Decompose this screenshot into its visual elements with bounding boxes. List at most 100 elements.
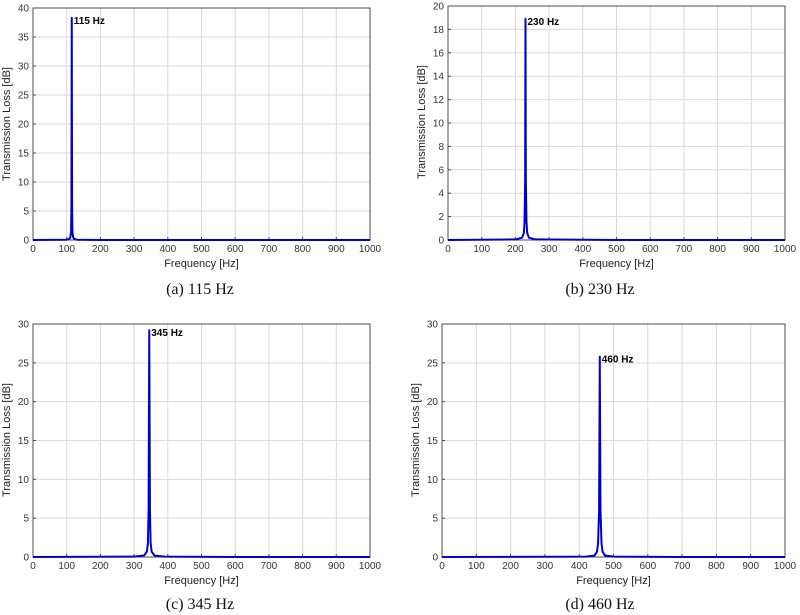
y-tick-label: 5 [23,207,29,218]
x-tick-label: 300 [537,561,554,572]
caption-d: (d) 460 Hz [565,596,635,613]
y-tick-label: 25 [18,91,30,102]
chart-panel-b: 0 100 200 300 400 500 600 700 800 900 1000 0 2 4 6 8 10 1… [416,2,797,271]
y-tick-label: 20 [427,397,439,408]
chart-panel-c: 0 100 200 300 400 500 600 700 800 900 1000 0 5 10 15 20… [1,320,382,588]
y-tick-label: 0 [23,236,29,247]
x-tick-label: 400 [574,244,591,255]
y-tick-label: 2 [438,212,444,223]
y-tick-label: 15 [18,149,30,160]
y-tick-label: 8 [438,142,444,153]
y-tick-label: 16 [433,48,445,59]
series-line [32,16,370,241]
x-tick-label: 0 [30,561,36,572]
y-tick-label: 5 [432,514,438,525]
x-tick-label: 500 [608,244,625,255]
x-tick-label: 900 [328,561,345,572]
x-tick-label: 800 [294,244,311,255]
x-tick-label: 300 [541,244,558,255]
x-tick-label: 900 [743,244,760,255]
caption-a: (a) 115 Hz [166,281,234,298]
series-line [447,17,785,241]
y-axis-label: Transmission Loss [dB] [1,67,13,181]
y-tick-label: 15 [427,436,439,447]
x-tick-label: 800 [708,561,725,572]
x-tick-label: 800 [294,561,311,572]
x-tick-label: 900 [742,561,759,572]
caption-b: (b) 230 Hz [565,281,635,298]
x-tick-label: 600 [227,561,244,572]
x-tick-label: 800 [709,244,726,255]
x-tick-label: 200 [507,244,524,255]
y-tick-label: 4 [438,189,444,200]
peak-annotation: 460 Hz [602,355,634,366]
x-tick-label: 700 [674,561,691,572]
y-tick-label: 20 [433,2,445,13]
y-tick-label: 10 [427,475,439,486]
x-tick-label: 700 [261,561,278,572]
x-tick-label: 600 [639,561,656,572]
x-tick-label: 100 [58,561,75,572]
y-tick-label: 14 [433,72,445,83]
x-tick-label: 200 [502,561,519,572]
x-tick-label: 300 [126,561,143,572]
y-tick-label: 15 [18,436,30,447]
x-tick-label: 500 [605,561,622,572]
y-tick-label: 10 [18,178,30,189]
x-tick-label: 1000 [359,244,382,255]
x-tick-label: 400 [571,561,588,572]
x-tick-label: 0 [445,244,451,255]
x-axis-label: Frequency [Hz] [164,258,239,270]
x-tick-label: 400 [159,561,176,572]
x-tick-label: 400 [159,244,176,255]
x-axis-label: Frequency [Hz] [576,575,651,587]
y-tick-label: 30 [427,320,439,331]
y-tick-label: 18 [433,25,445,36]
x-tick-label: 600 [227,244,244,255]
x-tick-label: 300 [126,244,143,255]
y-axis-label: Transmission Loss [dB] [1,383,13,497]
y-tick-label: 20 [18,120,30,131]
x-tick-label: 900 [328,244,345,255]
y-tick-label: 10 [433,119,445,130]
chart-panel-d: 0 100 200 300 400 500 600 700 800 900 1000 0 5 10 15 20… [410,320,797,588]
y-tick-label: 6 [438,165,444,176]
chart-panel-a: 0 100 200 300 400 500 600 700 800 900 1000 0 5 10 15 20… [1,4,382,271]
x-tick-label: 200 [92,561,109,572]
y-tick-label: 30 [18,62,30,73]
x-tick-label: 700 [676,244,693,255]
y-axis-label: Transmission Loss [dB] [416,65,428,179]
series-line [441,355,785,558]
y-tick-label: 25 [427,358,439,369]
x-axis-label: Frequency [Hz] [164,575,239,587]
x-axis-label: Frequency [Hz] [579,258,654,270]
y-tick-label: 5 [23,514,29,525]
y-tick-label: 0 [432,553,438,564]
y-axis-label: Transmission Loss [dB] [410,383,422,497]
x-tick-label: 100 [58,244,75,255]
y-tick-label: 0 [438,236,444,247]
x-tick-label: 500 [193,561,210,572]
x-tick-label: 200 [92,244,109,255]
x-tick-label: 1000 [774,561,797,572]
x-tick-label: 100 [473,244,490,255]
y-tick-label: 0 [23,553,29,564]
y-tick-label: 20 [18,397,30,408]
x-tick-label: 1000 [359,561,382,572]
y-tick-label: 35 [18,33,30,44]
peak-annotation: 230 Hz [528,17,560,28]
y-tick-label: 30 [18,320,30,331]
x-tick-label: 1000 [774,244,797,255]
x-tick-label: 700 [261,244,278,255]
peak-annotation: 115 Hz [74,16,105,27]
x-tick-label: 500 [193,244,210,255]
x-tick-label: 600 [642,244,659,255]
x-tick-label: 0 [439,561,445,572]
peak-annotation: 345 Hz [151,328,183,339]
y-tick-label: 10 [18,475,30,486]
caption-c: (c) 345 Hz [165,596,235,613]
y-tick-label: 40 [18,4,30,15]
y-tick-label: 25 [18,358,30,369]
y-tick-label: 12 [433,95,445,106]
